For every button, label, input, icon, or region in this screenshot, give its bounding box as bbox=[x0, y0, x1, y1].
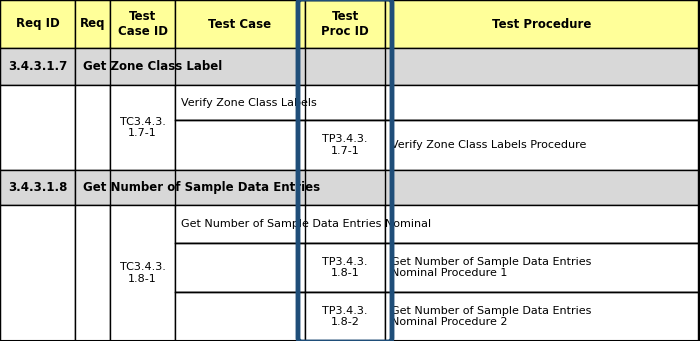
Text: Verify Zone Class Labels: Verify Zone Class Labels bbox=[181, 98, 316, 107]
Bar bbox=[385, 205, 698, 243]
Text: Get Number of Sample Data Entries
Nominal Procedure 2: Get Number of Sample Data Entries Nomina… bbox=[391, 306, 592, 327]
Bar bbox=[305, 0, 385, 48]
Text: Get Zone Class Label: Get Zone Class Label bbox=[83, 60, 223, 73]
Bar bbox=[385, 243, 698, 292]
Text: TP3.4.3.
1.7-1: TP3.4.3. 1.7-1 bbox=[322, 134, 368, 156]
Bar bbox=[0, 170, 75, 205]
Text: Get Number of Sample Data Entries
Nominal Procedure 1: Get Number of Sample Data Entries Nomina… bbox=[391, 257, 592, 278]
Text: TP3.4.3.
1.8-2: TP3.4.3. 1.8-2 bbox=[322, 306, 368, 327]
Bar bbox=[0, 205, 75, 341]
Bar bbox=[385, 0, 698, 48]
Bar bbox=[75, 0, 110, 48]
Text: Test Case: Test Case bbox=[209, 17, 272, 30]
Bar bbox=[305, 292, 385, 341]
Text: Req ID: Req ID bbox=[15, 17, 60, 30]
Bar bbox=[175, 120, 305, 170]
Bar bbox=[175, 292, 305, 341]
Bar bbox=[305, 243, 385, 292]
Text: 3.4.3.1.8: 3.4.3.1.8 bbox=[8, 181, 67, 194]
Bar bbox=[75, 85, 110, 170]
Text: TC3.4.3.
1.8-1: TC3.4.3. 1.8-1 bbox=[120, 262, 165, 284]
Text: Req: Req bbox=[80, 17, 105, 30]
Bar bbox=[305, 120, 385, 170]
Bar bbox=[385, 292, 698, 341]
Bar bbox=[75, 205, 110, 341]
Text: Test
Proc ID: Test Proc ID bbox=[321, 10, 369, 38]
Bar bbox=[0, 85, 75, 170]
Bar bbox=[0, 0, 75, 48]
Text: Get Number of Sample Data Entries: Get Number of Sample Data Entries bbox=[83, 181, 320, 194]
Bar bbox=[175, 0, 305, 48]
Text: 3.4.3.1.7: 3.4.3.1.7 bbox=[8, 60, 67, 73]
Bar bbox=[110, 0, 175, 48]
Bar bbox=[385, 120, 698, 170]
Text: Test Procedure: Test Procedure bbox=[492, 17, 592, 30]
Text: TC3.4.3.
1.7-1: TC3.4.3. 1.7-1 bbox=[120, 117, 165, 138]
Bar bbox=[175, 243, 305, 292]
Bar bbox=[0, 48, 75, 85]
Bar bbox=[385, 85, 698, 120]
Bar bbox=[175, 205, 385, 243]
Bar bbox=[75, 170, 698, 205]
Bar bbox=[175, 85, 385, 120]
Text: Verify Zone Class Labels Procedure: Verify Zone Class Labels Procedure bbox=[391, 140, 587, 150]
Bar bbox=[110, 85, 175, 170]
Text: TP3.4.3.
1.8-1: TP3.4.3. 1.8-1 bbox=[322, 257, 368, 278]
Text: Get Number of Sample Data Entries Nominal: Get Number of Sample Data Entries Nomina… bbox=[181, 219, 431, 229]
Text: Test
Case ID: Test Case ID bbox=[118, 10, 167, 38]
Bar bbox=[75, 48, 698, 85]
Bar bbox=[110, 205, 175, 341]
